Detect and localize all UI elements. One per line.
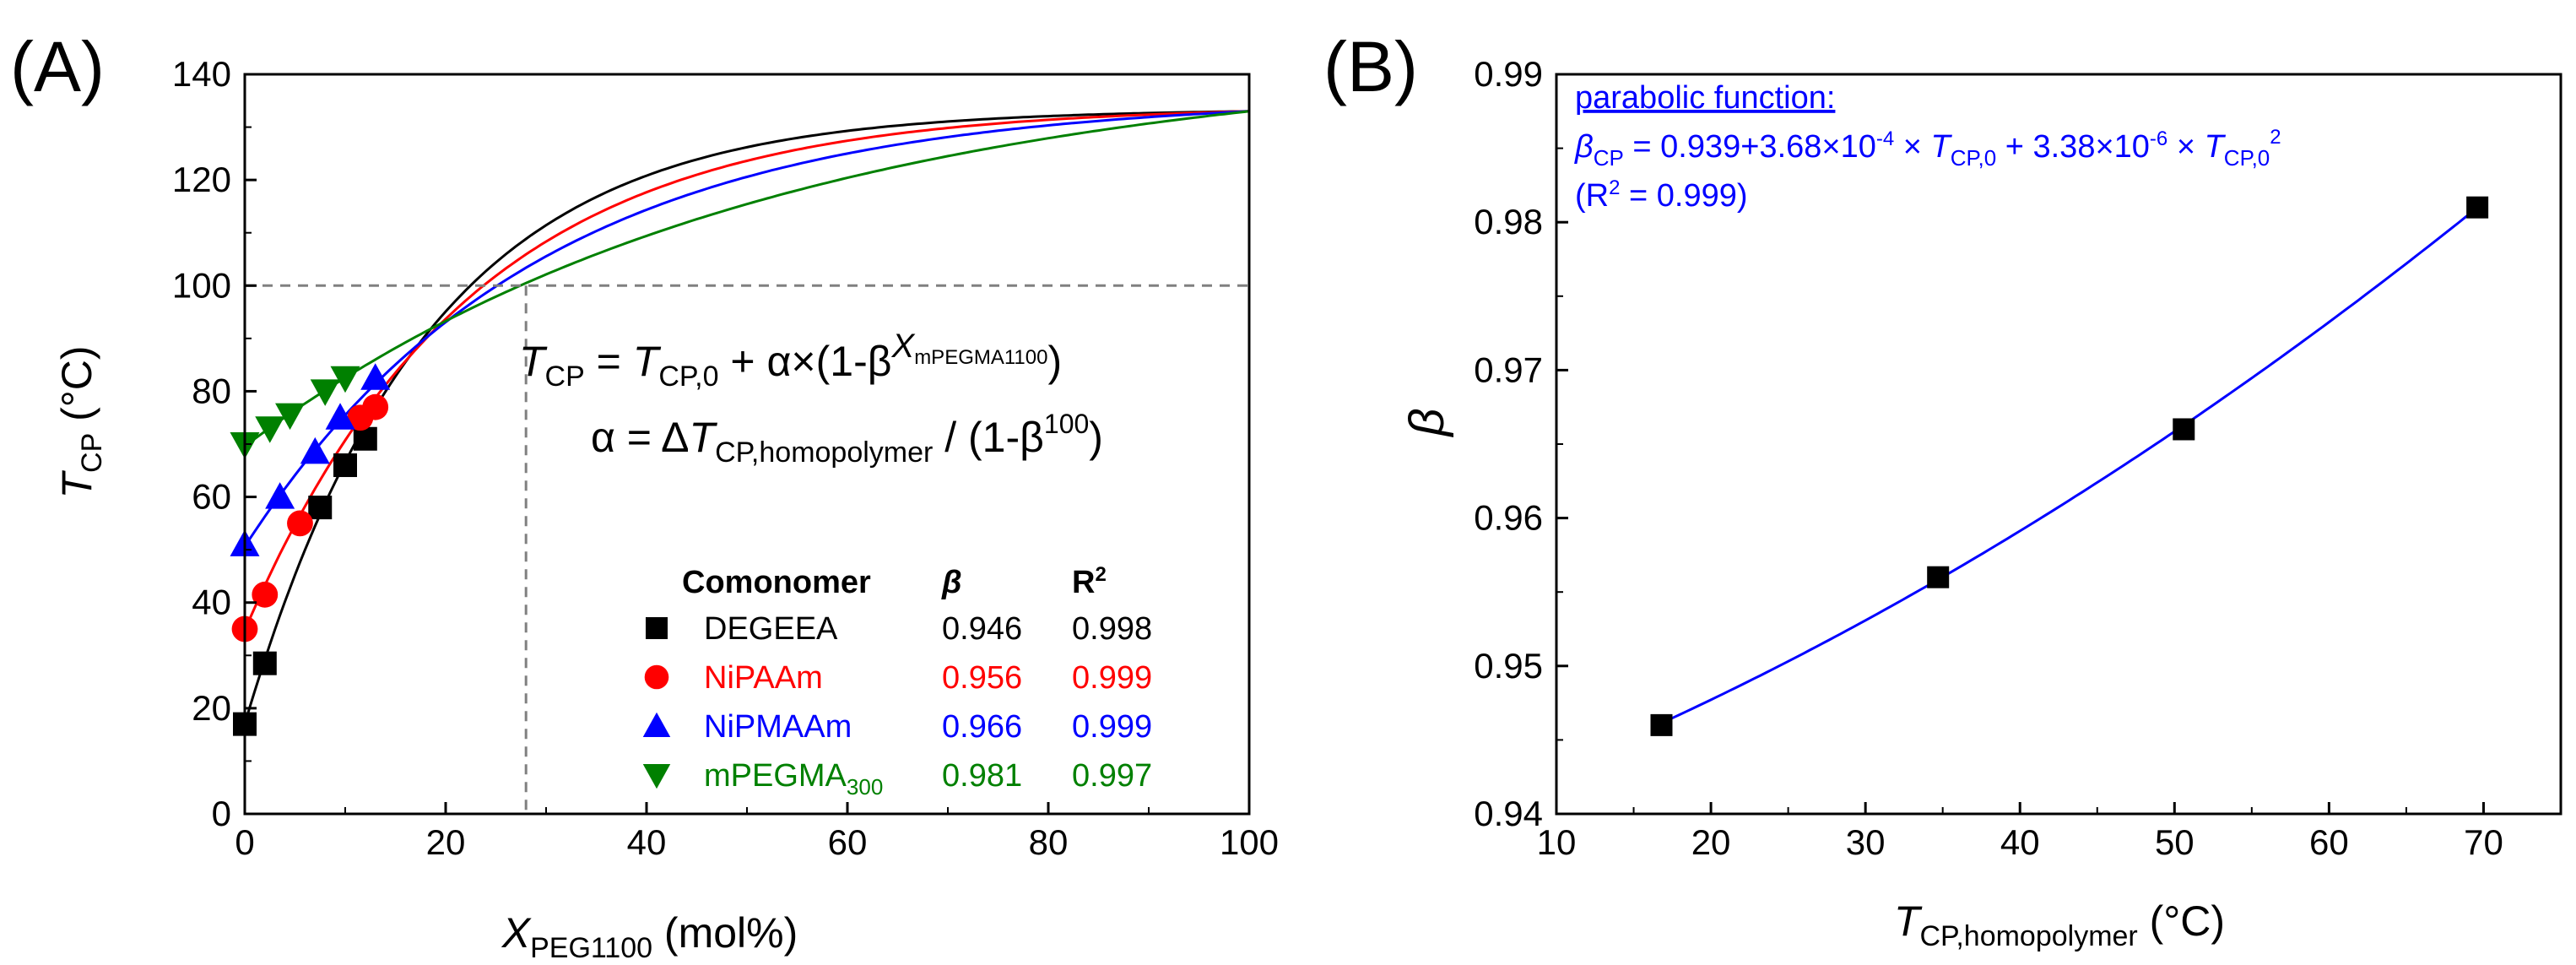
legend-marker-nipmaam (642, 712, 671, 737)
panel-a-y-tick-label: 40 (192, 583, 231, 622)
legend-beta-value: 0.956 (942, 660, 1022, 696)
panel-b-label: (B) (1323, 27, 1418, 106)
panel-a-axis-ticks: 0 20 40 60 80 100 0 20 40 60 80 100 120 140 (172, 54, 1279, 862)
panel-a-y-tick-label: 60 (192, 477, 231, 517)
legend-name: DEGEEA (704, 611, 838, 647)
legend-beta-value: 0.946 (942, 611, 1022, 647)
panel-a-y-tick-label: 140 (172, 54, 231, 94)
fit-curve-mpegma300 (244, 110, 1250, 447)
panel-a-x-tick-label: 60 (828, 822, 868, 862)
annotation-equation: βCP = 0.939+3.68×10-4 × TCP,0 + 3.38×10-… (1574, 126, 2281, 171)
equation-line-2: α = ΔTCP,homopolymer / (1-β100) (591, 409, 1103, 469)
data-point-degeea (333, 453, 357, 478)
panel-b-y-axis-label: β (1399, 408, 1454, 437)
legend-marker-nipaam (644, 664, 669, 690)
panel-b-x-tick-label: 60 (2309, 822, 2349, 862)
panel-a-x-tick-label: 0 (235, 822, 254, 862)
panel-b-x-axis-label: TCP,homopolymer (°C) (1894, 897, 2225, 952)
panel-a-x-tick-label: 100 (1220, 822, 1279, 862)
data-point-mpegma300 (310, 379, 340, 406)
data-point-beta (1650, 713, 1673, 736)
data-point-mpegma300 (255, 416, 285, 443)
panel-b-x-tick-label: 50 (2155, 822, 2194, 862)
data-point-nipmaam (360, 363, 391, 390)
panel-b-x-tick-label: 20 (1691, 822, 1731, 862)
panel-a-chart: (A) 0 20 40 60 80 100 0 20 40 60 80 100 120 140 TCP (… (10, 27, 1279, 964)
panel-a-label: (A) (10, 27, 105, 106)
legend-r2-value: 0.999 (1072, 660, 1152, 696)
equation-line-1: TCP = TCP,0 + α×(1-βXmPEGMA1100) (519, 328, 1062, 393)
data-point-nipaam (362, 393, 389, 420)
data-point-degeea (308, 496, 333, 520)
parabolic-fit-curve (1660, 206, 2479, 724)
panel-b-axis-ticks: 10 20 30 40 50 60 70 0.94 0.95 0.96 0.97 0.98 0.99 (1474, 54, 2503, 862)
legend-header-r2: R2 (1072, 563, 1107, 600)
panel-a-equation: TCP = TCP,0 + α×(1-βXmPEGMA1100) α = ΔTC… (519, 328, 1103, 469)
data-point-mpegma300 (330, 366, 360, 393)
panel-a-y-tick-label: 120 (172, 160, 231, 199)
legend-marker-mpegma (642, 764, 671, 789)
panel-a-legend: Comonomer β R2 DEGEEA 0.946 0.998 NiPAAm 0.9… (642, 563, 1152, 800)
legend-name: NiPMAAm (704, 709, 852, 745)
panel-b-y-tick-label: 0.97 (1474, 350, 1543, 389)
panel-a-y-axis-label: TCP (°C) (53, 345, 108, 498)
panel-b-y-tick-label: 0.95 (1474, 646, 1543, 686)
panel-b-x-tick-label: 40 (2000, 822, 2040, 862)
fit-curve-nipmaam (243, 110, 1250, 548)
panel-a-y-tick-label: 80 (192, 371, 231, 410)
panel-b-fit-curve (1660, 206, 2479, 724)
panel-b-y-tick-label: 0.98 (1474, 202, 1543, 241)
legend-r2-value: 0.997 (1072, 758, 1152, 794)
data-point-beta (1927, 566, 1950, 588)
panel-b-y-tick-label: 0.99 (1474, 54, 1543, 94)
panel-a-data-points (230, 363, 391, 736)
panel-b-data-points (1650, 196, 2489, 736)
panel-a-x-tick-label: 40 (627, 822, 667, 862)
panel-b-y-tick-label: 0.96 (1474, 498, 1543, 538)
legend-r2-value: 0.999 (1072, 709, 1152, 745)
legend-header-comonomer: Comonomer (682, 565, 871, 600)
data-point-nipaam (287, 510, 313, 537)
fit-curve-nipaam (243, 110, 1250, 632)
legend-beta-value: 0.981 (942, 758, 1022, 794)
data-point-beta (2466, 196, 2489, 219)
legend-r2-value: 0.998 (1072, 611, 1152, 647)
panel-a-x-tick-label: 80 (1029, 822, 1069, 862)
data-point-beta (2173, 418, 2195, 441)
panel-a-y-tick-label: 20 (192, 688, 231, 728)
data-point-degeea (353, 426, 377, 451)
panel-b-annotation: parabolic function: βCP = 0.939+3.68×10-… (1574, 80, 2281, 214)
panel-a-y-tick-label: 0 (212, 794, 231, 833)
data-point-mpegma300 (275, 403, 306, 431)
panel-b-x-tick-label: 70 (2464, 822, 2503, 862)
panel-a-x-axis-label: XPEG1100 (mol%) (501, 909, 798, 964)
data-point-nipmaam (300, 436, 330, 464)
legend-beta-value: 0.966 (942, 709, 1022, 745)
panel-a-x-tick-label: 20 (426, 822, 466, 862)
panel-b-chart: (B) 10 20 30 40 50 60 70 0.94 0.95 0.96 0.97 0.98 0.… (1323, 27, 2562, 952)
data-point-nipmaam (325, 403, 355, 430)
panel-b-y-tick-label: 0.94 (1474, 794, 1543, 833)
panel-a-y-tick-label: 100 (172, 265, 231, 305)
legend-name: mPEGMA300 (704, 758, 883, 800)
legend-header-beta: β (941, 565, 962, 600)
data-point-nipmaam (265, 482, 295, 509)
annotation-r2: (R2 = 0.999) (1575, 176, 1748, 214)
legend-name: NiPAAm (704, 660, 823, 696)
panel-a-reference-lines (245, 284, 1249, 814)
data-point-degeea (252, 651, 277, 675)
legend-marker-degeea (646, 617, 668, 639)
panel-b-x-tick-label: 30 (1846, 822, 1886, 862)
panel-b-x-tick-label: 10 (1537, 822, 1577, 862)
panel-a-fit-curves (243, 110, 1250, 725)
data-point-nipaam (252, 581, 279, 608)
annotation-title: parabolic function: (1575, 80, 1835, 116)
